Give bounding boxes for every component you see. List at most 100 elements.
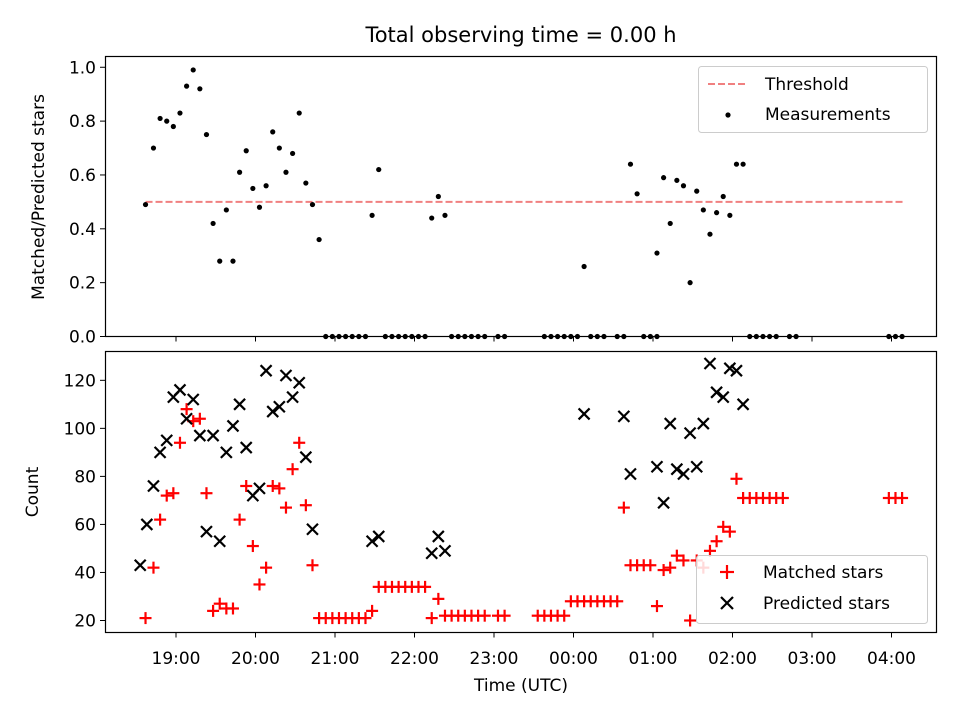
matched-star-marker <box>240 479 253 492</box>
measurement-point <box>661 175 667 181</box>
x-tick-label: 21:00 <box>311 649 360 669</box>
measurement-point <box>714 210 720 216</box>
matched-star-marker <box>478 609 491 622</box>
measurement-point <box>243 148 249 154</box>
marker-stroke <box>425 546 439 560</box>
legend-matched-label: Matched stars <box>763 563 883 583</box>
matched-star-marker <box>207 604 220 617</box>
marker-stroke <box>180 412 193 426</box>
measurement-point <box>283 169 289 175</box>
predicted-star-marker <box>292 376 306 390</box>
marker-stroke <box>365 534 379 548</box>
matched-star-marker <box>710 535 723 548</box>
predicted-star-marker <box>266 405 280 418</box>
measurement-point <box>263 183 269 189</box>
measurement-point <box>203 131 210 138</box>
marker-stroke <box>650 460 664 474</box>
chart-title: Total observing time = 0.00 h <box>364 23 676 47</box>
predicted-star-marker <box>193 429 207 442</box>
marker-stroke <box>133 558 147 572</box>
predicted-star-marker <box>438 544 452 558</box>
y-tick-label: 0.2 <box>69 274 96 294</box>
predicted-star-marker <box>180 412 193 426</box>
measurement-point <box>720 193 726 200</box>
matched-star-marker <box>253 578 266 591</box>
top-axes: Total observing time = 0.00 h 0.00.20.40… <box>29 23 938 348</box>
measurement-point <box>250 185 256 192</box>
marker-stroke <box>432 530 445 543</box>
matched-star-marker <box>776 492 789 505</box>
measurement-point <box>687 280 693 286</box>
measurement-point <box>237 169 243 175</box>
top-legend: Threshold Measurements <box>698 66 928 133</box>
matched-star-marker <box>193 412 206 425</box>
measurement-point <box>270 129 276 135</box>
predicted-star-marker <box>259 364 273 377</box>
predicted-star-marker <box>736 398 750 411</box>
marker-stroke <box>438 544 452 558</box>
predicted-star-marker <box>624 467 637 481</box>
matched-star-marker <box>147 561 160 574</box>
measurement-point <box>142 201 149 208</box>
predicted-star-marker <box>577 407 591 421</box>
x-axis-label: Time (UTC) <box>473 676 568 696</box>
y-tick-label: 100 <box>64 419 96 439</box>
measurement-point <box>740 161 746 167</box>
marker-stroke <box>657 496 670 510</box>
marker-stroke <box>677 467 690 481</box>
predicted-star-marker <box>365 534 379 548</box>
predicted-star-marker <box>233 398 246 411</box>
marker-stroke <box>670 462 684 476</box>
matched-star-marker <box>266 479 279 492</box>
bottom-legend: Matched stars Predicted stars <box>696 555 928 624</box>
predicted-star-marker <box>273 400 286 414</box>
marker-stroke <box>736 398 750 411</box>
legend-measurements-label: Measurements <box>765 105 891 125</box>
matched-star-marker <box>558 609 571 622</box>
matched-star-marker <box>366 604 379 617</box>
predicted-star-marker <box>683 426 697 440</box>
predicted-star-marker <box>677 467 690 481</box>
marker-stroke <box>710 386 723 399</box>
marker-stroke <box>683 426 697 440</box>
predicted-star-marker <box>730 364 743 377</box>
marker-stroke <box>253 482 266 495</box>
measurement-point <box>316 236 322 243</box>
predicted-star-marker <box>710 386 723 399</box>
measurement-point <box>376 166 382 173</box>
marker-stroke <box>279 369 293 382</box>
measurement-point <box>309 201 316 208</box>
predicted-star-marker <box>657 496 670 510</box>
legend-threshold-label: Threshold <box>764 75 849 95</box>
matched-star-marker <box>670 549 683 562</box>
marker-stroke <box>723 362 737 375</box>
y-tick-label: 0.8 <box>69 112 96 132</box>
measurement-point <box>700 207 706 213</box>
marker-stroke <box>140 518 154 531</box>
matched-star-marker <box>432 592 445 605</box>
matched-star-marker <box>160 489 173 502</box>
marker-stroke <box>266 405 280 418</box>
x-tick-label: 22:00 <box>390 649 439 669</box>
predicted-star-marker <box>306 522 319 536</box>
measurement-point <box>184 83 190 89</box>
measurement-point <box>369 212 375 218</box>
bottom-axes: 20 40 60 80 100 120 19:00 20:00 21:00 22:00 23:00… <box>23 350 938 696</box>
matched-star-marker <box>896 492 909 505</box>
marker-stroke <box>193 429 207 442</box>
marker-stroke <box>160 434 174 447</box>
y-tick-label: 120 <box>64 371 96 391</box>
matched-star-marker <box>419 580 432 593</box>
measurement-point <box>170 123 176 130</box>
matched-star-marker <box>306 559 319 572</box>
measurement-point <box>654 250 660 256</box>
matched-star-marker <box>359 612 372 625</box>
predicted-star-marker <box>239 441 253 454</box>
y-tick-label: 80 <box>74 467 96 487</box>
matched-star-marker <box>200 487 213 500</box>
marker-stroke <box>226 419 240 433</box>
matched-star-marker <box>273 482 286 495</box>
marker-stroke <box>690 460 704 474</box>
matched-star-marker <box>180 403 193 416</box>
